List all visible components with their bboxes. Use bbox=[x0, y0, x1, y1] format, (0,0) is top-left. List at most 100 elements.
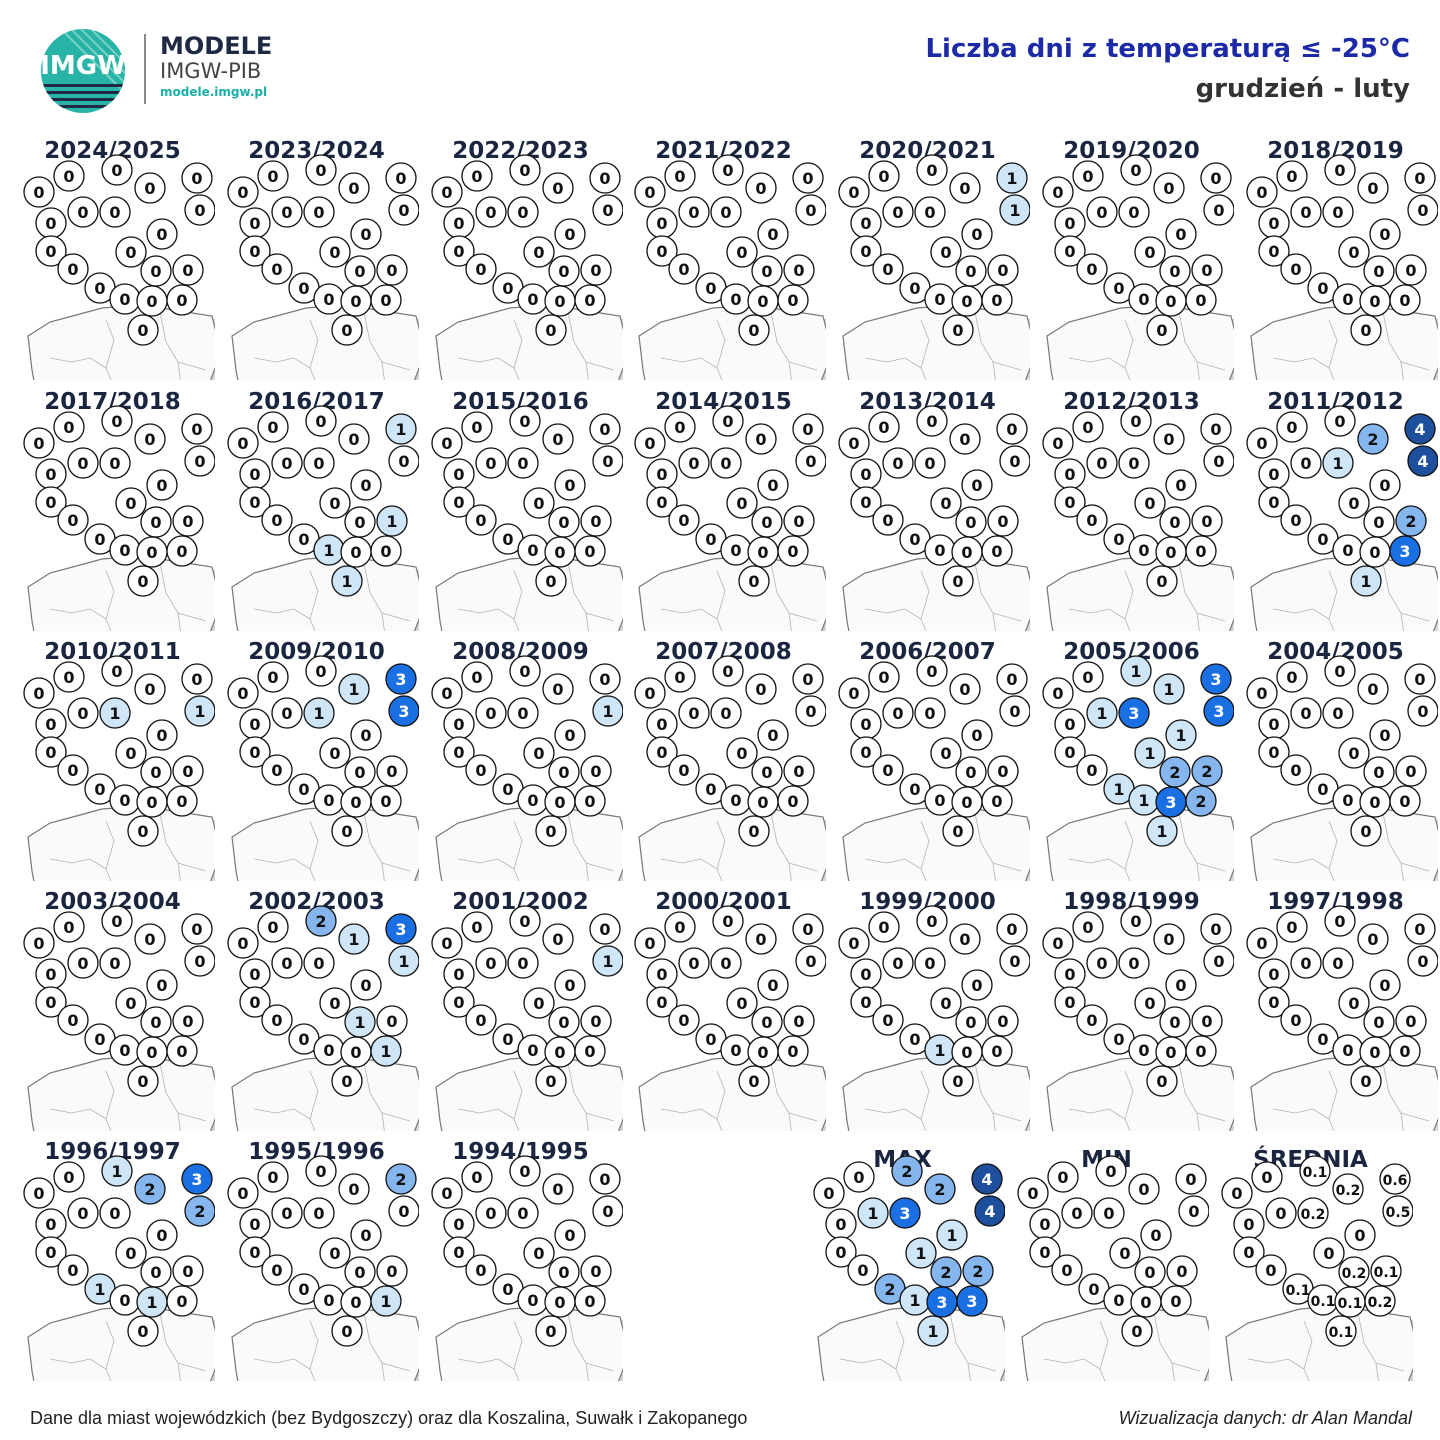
station-marker bbox=[712, 905, 744, 937]
station-value: 1 bbox=[1163, 680, 1174, 699]
station-value: 0 bbox=[1369, 1043, 1380, 1062]
station-value: 2 bbox=[901, 1162, 912, 1181]
station-value: 0 bbox=[1379, 976, 1390, 995]
station-value: 0 bbox=[848, 183, 859, 202]
station-marker bbox=[592, 194, 623, 226]
station-value: 0 bbox=[471, 918, 482, 937]
poland-outline bbox=[842, 806, 1030, 881]
station-marker bbox=[1290, 447, 1322, 479]
station-value: 0.1 bbox=[1329, 1325, 1354, 1341]
station-marker bbox=[35, 986, 67, 1018]
station-value: 3 bbox=[395, 920, 406, 939]
station-marker bbox=[461, 411, 493, 443]
poland-outline bbox=[27, 305, 215, 380]
voivodeship-border bbox=[770, 1062, 818, 1122]
station-marker bbox=[882, 947, 914, 979]
voivodeship-border bbox=[770, 812, 818, 872]
station-marker bbox=[1276, 160, 1308, 192]
station-marker bbox=[115, 987, 147, 1019]
voivodeship-border bbox=[660, 608, 718, 620]
station-value: 3 bbox=[395, 670, 406, 689]
station-marker bbox=[172, 1005, 204, 1037]
station-marker bbox=[971, 1163, 1003, 1195]
station-marker bbox=[350, 469, 382, 501]
station-marker bbox=[1246, 176, 1278, 208]
station-marker bbox=[166, 1285, 198, 1317]
station-value: 0 bbox=[952, 572, 963, 591]
station-marker bbox=[574, 1035, 606, 1067]
poland-outline bbox=[435, 806, 623, 881]
station-marker bbox=[1313, 1237, 1345, 1269]
station-marker bbox=[1369, 719, 1401, 751]
station-value: 0 bbox=[959, 430, 970, 449]
station-value: 0 bbox=[1052, 934, 1063, 953]
station-value: 1 bbox=[146, 1293, 157, 1312]
station-marker bbox=[1404, 913, 1436, 945]
station-value: 0 bbox=[1334, 161, 1345, 180]
station-marker bbox=[664, 911, 696, 943]
station-value: 0 bbox=[909, 780, 920, 799]
voivodeship-border bbox=[716, 820, 726, 881]
voivodeship-border bbox=[105, 1070, 115, 1131]
station-marker bbox=[350, 969, 382, 1001]
voivodeship-border bbox=[159, 1062, 207, 1122]
station-marker bbox=[592, 945, 623, 977]
voivodeship-border bbox=[309, 319, 319, 380]
station-value: 0 bbox=[1268, 214, 1279, 233]
station-value: 0 bbox=[150, 1263, 161, 1282]
station-marker bbox=[431, 927, 463, 959]
season-map-panel: 2000/2001 0 0 0 0 0 0 0 0 0 0 0 0 0 0 0 0 0 0 0 0 bbox=[621, 881, 826, 1131]
voivodeship-border bbox=[1247, 1358, 1305, 1370]
station-marker bbox=[127, 1065, 159, 1097]
station-value: 0 bbox=[111, 662, 122, 681]
poland-outline bbox=[1250, 1056, 1438, 1131]
station-value: 0 bbox=[1006, 670, 1017, 689]
station-marker bbox=[1322, 196, 1354, 228]
station-value: 0 bbox=[705, 1030, 716, 1049]
station-value: 0.1 bbox=[1311, 1294, 1336, 1310]
station-value: 0.2 bbox=[1336, 1183, 1361, 1199]
station-marker bbox=[1407, 194, 1438, 226]
station-value: 0 bbox=[271, 511, 282, 530]
brand-url[interactable]: modele.imgw.pl bbox=[160, 85, 268, 99]
station-marker bbox=[507, 697, 539, 729]
station-value: 0 bbox=[45, 1243, 56, 1262]
station-marker bbox=[23, 1177, 55, 1209]
station-value: 0 bbox=[176, 1042, 187, 1061]
station-value: 0 bbox=[1210, 920, 1221, 939]
station-value: 0 bbox=[502, 1030, 513, 1049]
voivodeship-border bbox=[159, 1312, 207, 1372]
station-value: 0 bbox=[329, 494, 340, 513]
station-value: 0 bbox=[1165, 543, 1176, 562]
station-value: 0 bbox=[441, 183, 452, 202]
season-map-panel: 2009/2010 0 0 0 1 3 3 0 0 1 0 0 0 0 0 0 0 0 0 0 0 bbox=[214, 631, 419, 881]
station-value: 0 bbox=[485, 203, 496, 222]
station-value: 0 bbox=[1405, 261, 1416, 280]
station-value: 0 bbox=[1268, 993, 1279, 1012]
station-marker bbox=[777, 785, 809, 817]
station-value: 0 bbox=[802, 420, 813, 439]
station-value: 0 bbox=[1290, 260, 1301, 279]
station-marker bbox=[712, 655, 744, 687]
station-marker bbox=[580, 505, 612, 537]
station-value: 0 bbox=[471, 668, 482, 687]
station-value: 0 bbox=[354, 1263, 365, 1282]
station-value: 0 bbox=[1405, 1012, 1416, 1031]
station-marker bbox=[184, 1195, 215, 1227]
station-marker bbox=[1165, 969, 1197, 1001]
station-marker bbox=[509, 905, 541, 937]
station-value: 2 bbox=[934, 1180, 945, 1199]
season-map-panel: 1995/1996 0 0 0 0 2 0 0 0 0 0 0 0 0 0 0 0 0 0 1 0 bbox=[214, 1131, 419, 1381]
station-value: 0 bbox=[1009, 702, 1020, 721]
station-value: 0 bbox=[453, 493, 464, 512]
station-marker bbox=[181, 162, 213, 194]
station-marker bbox=[271, 196, 303, 228]
station-marker bbox=[53, 661, 85, 693]
station-value: 0 bbox=[1317, 1030, 1328, 1049]
station-value: 1 bbox=[927, 1322, 938, 1341]
voivodeship-border bbox=[567, 1312, 615, 1372]
station-value: 0 bbox=[1096, 203, 1107, 222]
station-value: 0 bbox=[965, 513, 976, 532]
station-value: 0 bbox=[298, 1030, 309, 1049]
